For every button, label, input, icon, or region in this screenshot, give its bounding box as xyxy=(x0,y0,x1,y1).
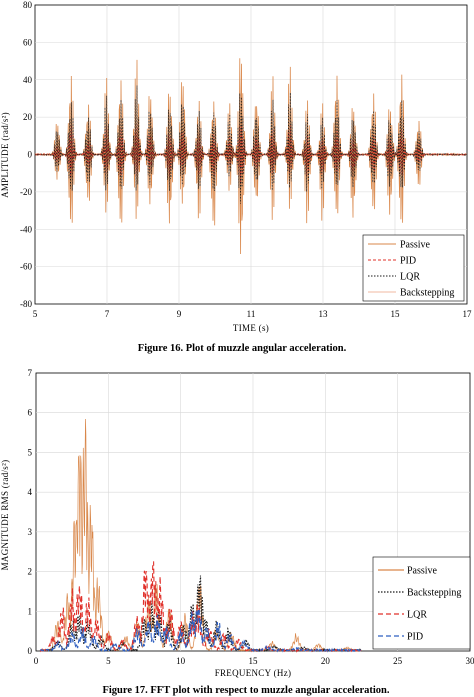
legend-label: Passive xyxy=(407,566,438,577)
legend-label: Passive xyxy=(400,240,431,251)
y-tick-labels: 7 6 5 4 3 2 1 0 xyxy=(28,368,33,656)
y-tick-label: 7 xyxy=(28,368,33,378)
legend-box xyxy=(362,234,465,302)
y-axis-label: MAGNITUDE RMS (rad/s²) xyxy=(0,460,10,571)
series-line-lqr xyxy=(39,561,362,653)
x-tick-label: 5 xyxy=(33,309,38,319)
series-line-backstepping xyxy=(39,575,362,653)
series-group xyxy=(34,58,467,255)
x-tick-labels: 0 5 10 15 20 25 30 xyxy=(34,656,474,666)
y-tick-label: 60 xyxy=(23,37,33,47)
y-tick-labels: 80 60 40 20 0 -20 -40 -60 -80 xyxy=(20,0,33,309)
figure-17-caption: Figure 17. FFT plot with respect to muzz… xyxy=(102,685,389,696)
x-tick-label: 30 xyxy=(466,656,474,666)
x-tick-labels: 5 7 9 11 13 15 17 xyxy=(33,309,472,319)
legend-label: PID xyxy=(407,632,423,643)
series-line-lqr xyxy=(34,85,467,204)
x-axis-label: FREQUENCY (Hz) xyxy=(215,668,292,678)
legend-entries: Passive Backstepping LQR PID xyxy=(378,566,461,643)
y-tick-label: -60 xyxy=(20,262,32,272)
y-tick-label: 1 xyxy=(28,606,33,616)
x-tick-label: 9 xyxy=(177,309,182,319)
legend: Passive Backstepping LQR PID xyxy=(372,556,471,650)
y-tick-label: 2 xyxy=(28,567,33,577)
y-tick-label: -80 xyxy=(20,299,32,309)
x-tick-label: 25 xyxy=(393,656,403,666)
y-tick-label: -20 xyxy=(20,187,32,197)
figure-16-caption: Figure 16. Plot of muzzle angular accele… xyxy=(138,343,347,354)
x-tick-label: 17 xyxy=(463,309,473,319)
y-tick-label: 40 xyxy=(23,75,33,85)
x-tick-label: 15 xyxy=(249,656,259,666)
figure-16-chart: 5 7 9 11 13 15 17 80 60 40 20 0 -20 -40 -60 -80 TIME (… xyxy=(0,0,472,333)
legend-label: Backstepping xyxy=(400,288,454,299)
legend-label: LQR xyxy=(407,610,427,621)
legend-label: PID xyxy=(400,256,416,267)
series-group xyxy=(39,418,362,653)
x-tick-label: 13 xyxy=(319,309,329,319)
x-tick-label: 0 xyxy=(34,656,39,666)
y-tick-label: 4 xyxy=(28,487,33,497)
legend-entries: Passive PID LQR Backstepping xyxy=(368,240,454,299)
y-tick-label: 0 xyxy=(28,646,33,656)
y-tick-label: 20 xyxy=(23,112,33,122)
y-tick-label: -40 xyxy=(20,224,32,234)
x-tick-label: 20 xyxy=(321,656,331,666)
x-tick-label: 7 xyxy=(105,309,110,319)
legend-label: LQR xyxy=(400,272,420,283)
y-axis-label: AMPLITUDE (rad/s²) xyxy=(0,112,10,198)
y-tick-label: 5 xyxy=(28,447,33,457)
series-line-pid xyxy=(40,608,362,653)
y-tick-label: 6 xyxy=(28,408,33,418)
x-axis-label: TIME (s) xyxy=(233,323,269,333)
y-tick-label: 80 xyxy=(23,0,33,10)
x-tick-label: 10 xyxy=(176,656,186,666)
y-tick-label: 3 xyxy=(28,527,33,537)
x-tick-label: 11 xyxy=(247,309,256,319)
x-tick-label: 5 xyxy=(106,656,111,666)
legend: Passive PID LQR Backstepping xyxy=(362,234,465,302)
x-tick-label: 15 xyxy=(391,309,401,319)
legend-box xyxy=(372,556,471,650)
y-tick-label: 0 xyxy=(28,150,33,160)
legend-label: Backstepping xyxy=(407,588,461,599)
grid xyxy=(36,373,470,651)
